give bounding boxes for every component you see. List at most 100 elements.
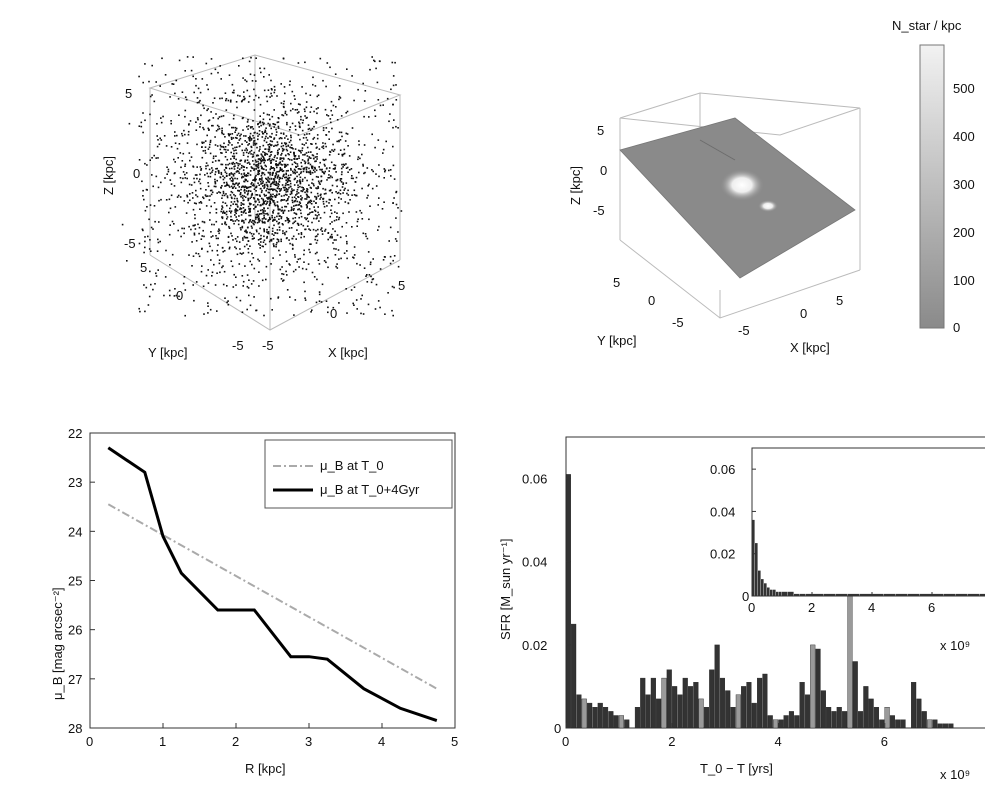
scatter-point — [236, 167, 239, 169]
scatter-point — [302, 167, 305, 170]
scatter-point — [285, 176, 287, 179]
scatter-point — [269, 185, 272, 188]
scatter-point — [154, 220, 156, 223]
scatter-point — [364, 90, 367, 92]
scatter-point — [157, 241, 160, 244]
scatter-point — [377, 204, 379, 206]
scatter-point — [245, 229, 247, 232]
scatter-point — [231, 83, 234, 86]
scatter-point — [192, 255, 195, 257]
scatter-point — [309, 201, 311, 204]
scatter-point — [289, 109, 292, 112]
scatter-point — [243, 235, 246, 238]
scatter-point — [287, 163, 289, 166]
scatter-point — [284, 110, 287, 113]
profile-xlabel: R [kpc] — [245, 761, 285, 776]
scatter-point — [174, 206, 177, 208]
scatter-point — [305, 142, 307, 144]
scatter-point — [284, 233, 286, 236]
scatter-point — [247, 174, 249, 177]
scatter-point — [220, 152, 222, 154]
scatter-point — [309, 111, 312, 113]
scatter-point — [265, 141, 268, 144]
scatter-point — [282, 211, 285, 214]
scatter-point — [300, 236, 302, 239]
scatter-point — [234, 203, 237, 206]
sfr-bar — [645, 694, 651, 729]
scatter-point — [253, 237, 255, 239]
scatter-point — [144, 240, 146, 243]
sfr-bar — [730, 707, 736, 729]
sfr-bar — [650, 677, 656, 729]
scatter-point — [158, 143, 161, 145]
scatter-point — [307, 160, 309, 162]
scatter-point — [142, 131, 144, 134]
scatter-point — [325, 300, 328, 302]
scatter-point — [216, 272, 218, 274]
scatter-point — [311, 182, 313, 184]
scatter-point — [182, 171, 185, 173]
scatter-point — [231, 155, 234, 158]
scatter-point — [153, 205, 156, 207]
sfr-bar — [571, 623, 577, 729]
scatter-point — [198, 180, 200, 183]
scatter-point — [259, 120, 262, 123]
scatter-point — [226, 285, 228, 287]
scatter-point — [160, 117, 162, 119]
scatter-point — [289, 146, 291, 149]
scatter-point — [393, 255, 396, 257]
scatter-point — [315, 175, 318, 178]
profile-xtick-label: 5 — [451, 734, 458, 749]
scatter-point — [279, 208, 281, 211]
scatter-point — [322, 129, 325, 132]
scatter-point — [267, 231, 270, 233]
scatter-point — [183, 129, 185, 132]
scatter-point — [263, 239, 266, 242]
scatter-point — [309, 243, 311, 245]
scatter-point — [281, 164, 283, 166]
scatter-point — [290, 206, 293, 209]
scatter-point — [378, 225, 380, 228]
scatter-point — [226, 301, 228, 304]
scatter-point — [263, 230, 266, 233]
scatter-point — [221, 223, 223, 225]
scatter-point — [157, 186, 160, 189]
scatter-point — [270, 92, 272, 95]
scatter-point — [293, 168, 296, 171]
scatter-point — [150, 226, 153, 229]
scatter-point — [238, 241, 241, 243]
scatter-point — [231, 180, 234, 183]
scatter-point — [338, 85, 341, 87]
scatter-point — [328, 138, 330, 140]
scatter-point — [260, 71, 262, 74]
scatter-point — [264, 243, 267, 246]
scatter-point — [180, 235, 182, 238]
scatter-point — [316, 235, 318, 237]
scatter-point — [278, 188, 280, 190]
scatter-point — [315, 202, 317, 204]
scatter-point — [252, 183, 255, 185]
scatter-point — [335, 239, 337, 241]
scatter-point — [184, 115, 186, 118]
scatter-point — [313, 110, 315, 113]
scatter-point — [237, 189, 239, 192]
scatter-point — [217, 117, 219, 120]
scatter-point — [287, 184, 290, 186]
scatter-point — [290, 167, 292, 170]
sfr-bar — [581, 698, 587, 729]
sfr-ytick-label: 0.02 — [522, 638, 547, 653]
scatter-point — [374, 308, 377, 310]
scatter-point — [306, 206, 308, 209]
scatter-point — [232, 175, 235, 177]
scatter-point — [230, 158, 232, 160]
scatter-point — [251, 193, 254, 196]
scatter-point — [162, 115, 164, 118]
scatter-point — [316, 217, 318, 219]
scatter-point — [257, 203, 259, 206]
scatter-point — [284, 184, 287, 187]
scatter-point — [296, 181, 298, 184]
scatter-point — [318, 213, 320, 216]
scatter-point — [248, 95, 251, 98]
scatter-point — [220, 163, 222, 166]
scatter-point — [232, 182, 234, 185]
